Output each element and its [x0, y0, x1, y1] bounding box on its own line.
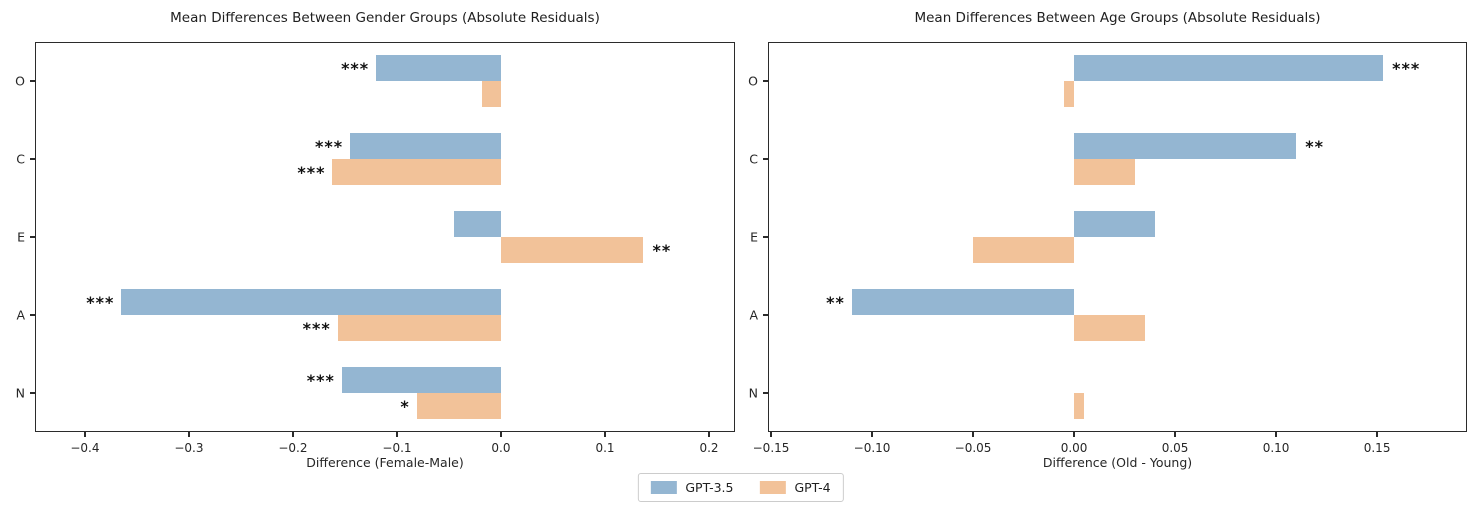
- bar-gpt-4-E: [500, 237, 644, 263]
- x-tick-mark: [770, 432, 772, 437]
- age-chart-x-axis-label: Difference (Old - Young): [1042, 455, 1193, 470]
- x-tick-label: −0.05: [954, 441, 992, 455]
- x-tick-mark: [84, 432, 86, 437]
- bar-gpt-4-N: [1074, 393, 1085, 419]
- x-tick-label: 0.10: [1262, 441, 1290, 455]
- x-tick-label: −0.2: [278, 441, 308, 455]
- legend: GPT-3.5 GPT-4: [637, 473, 844, 502]
- x-tick-label: −0.10: [853, 441, 891, 455]
- significance-marker: **: [1305, 136, 1325, 156]
- bar-gpt-4-O: [482, 81, 501, 107]
- legend-label-gpt-3-5: GPT-3.5: [685, 480, 734, 495]
- bar-gpt-4-A: [1074, 315, 1145, 341]
- bar-gpt-4-N: [416, 393, 501, 419]
- legend-item-gpt-3-5: GPT-3.5: [650, 480, 733, 495]
- y-category-label-O: O: [748, 73, 758, 89]
- y-tick-mark: [763, 236, 768, 238]
- significance-marker: ***: [86, 292, 115, 312]
- y-tick-mark: [763, 158, 768, 160]
- y-tick-mark: [763, 392, 768, 394]
- y-tick-mark: [30, 80, 35, 82]
- y-category-label-A: A: [16, 307, 25, 323]
- legend-item-gpt-4: GPT-4: [759, 480, 831, 495]
- bar-gpt-4-O: [1063, 81, 1075, 107]
- bar-gpt-3-5-O: [1074, 55, 1384, 81]
- x-tick-mark: [1275, 432, 1277, 437]
- gpt-3-5-swatch-icon: [650, 481, 677, 494]
- x-tick-mark: [871, 432, 873, 437]
- bar-gpt-4-E: [973, 237, 1075, 263]
- significance-marker: ***: [297, 162, 326, 182]
- bar-gpt-3-5-E: [1074, 211, 1155, 237]
- x-tick-mark: [972, 432, 974, 437]
- significance-marker: ***: [1392, 58, 1421, 78]
- bar-gpt-4-C: [1074, 159, 1135, 185]
- y-tick-mark: [763, 80, 768, 82]
- x-tick-label: 0.00: [1060, 441, 1088, 455]
- y-category-label-A: A: [749, 307, 758, 323]
- significance-marker: ***: [306, 370, 335, 390]
- y-category-label-C: C: [749, 151, 758, 167]
- x-tick-label: −0.1: [382, 441, 412, 455]
- significance-marker: **: [652, 240, 672, 260]
- age-chart-title: Mean Differences Between Age Groups (Abs…: [914, 10, 1321, 26]
- x-tick-label: −0.3: [174, 441, 204, 455]
- gpt-4-swatch-icon: [759, 481, 786, 494]
- bar-gpt-3-5-O: [376, 55, 501, 81]
- significance-marker: ***: [341, 58, 370, 78]
- bar-gpt-3-5-E: [454, 211, 501, 237]
- bar-gpt-3-5-A: [121, 289, 501, 315]
- x-tick-label: 0.15: [1363, 441, 1391, 455]
- x-tick-mark: [500, 432, 502, 437]
- significance-marker: **: [826, 292, 845, 312]
- y-category-label-N: N: [15, 385, 25, 401]
- significance-marker: ***: [315, 136, 344, 156]
- y-category-label-C: C: [16, 151, 25, 167]
- x-tick-mark: [1376, 432, 1378, 437]
- bar-gpt-3-5-C: [350, 133, 501, 159]
- bar-gpt-4-A: [337, 315, 501, 341]
- y-category-label-N: N: [748, 385, 758, 401]
- bar-gpt-3-5-A: [851, 289, 1075, 315]
- y-tick-mark: [30, 236, 35, 238]
- y-category-label-E: E: [17, 229, 25, 245]
- gender-chart-title: Mean Differences Between Gender Groups (…: [170, 10, 600, 26]
- bar-gpt-3-5-N: [341, 367, 501, 393]
- x-tick-mark: [1174, 432, 1176, 437]
- y-tick-mark: [30, 158, 35, 160]
- y-tick-mark: [30, 314, 35, 316]
- x-tick-mark: [604, 432, 606, 437]
- x-tick-label: 0.2: [699, 441, 719, 455]
- x-tick-mark: [396, 432, 398, 437]
- y-category-label-O: O: [15, 73, 25, 89]
- gender-chart-x-axis-label: Difference (Female-Male): [306, 455, 464, 470]
- x-tick-label: 0.1: [595, 441, 615, 455]
- significance-marker: ***: [302, 318, 331, 338]
- y-tick-mark: [763, 314, 768, 316]
- significance-marker: *: [400, 396, 410, 416]
- legend-label-gpt-4: GPT-4: [794, 480, 831, 495]
- x-tick-mark: [188, 432, 190, 437]
- x-tick-label: −0.4: [70, 441, 100, 455]
- age-chart-plot-area: [768, 42, 1467, 432]
- x-tick-label: −0.15: [752, 441, 790, 455]
- x-tick-mark: [1073, 432, 1075, 437]
- x-tick-mark: [708, 432, 710, 437]
- x-tick-mark: [292, 432, 294, 437]
- y-tick-mark: [30, 392, 35, 394]
- bar-gpt-3-5-C: [1074, 133, 1297, 159]
- bar-gpt-4-C: [332, 159, 501, 185]
- x-tick-label: 0.05: [1161, 441, 1189, 455]
- y-category-label-E: E: [750, 229, 758, 245]
- x-tick-label: 0.0: [491, 441, 511, 455]
